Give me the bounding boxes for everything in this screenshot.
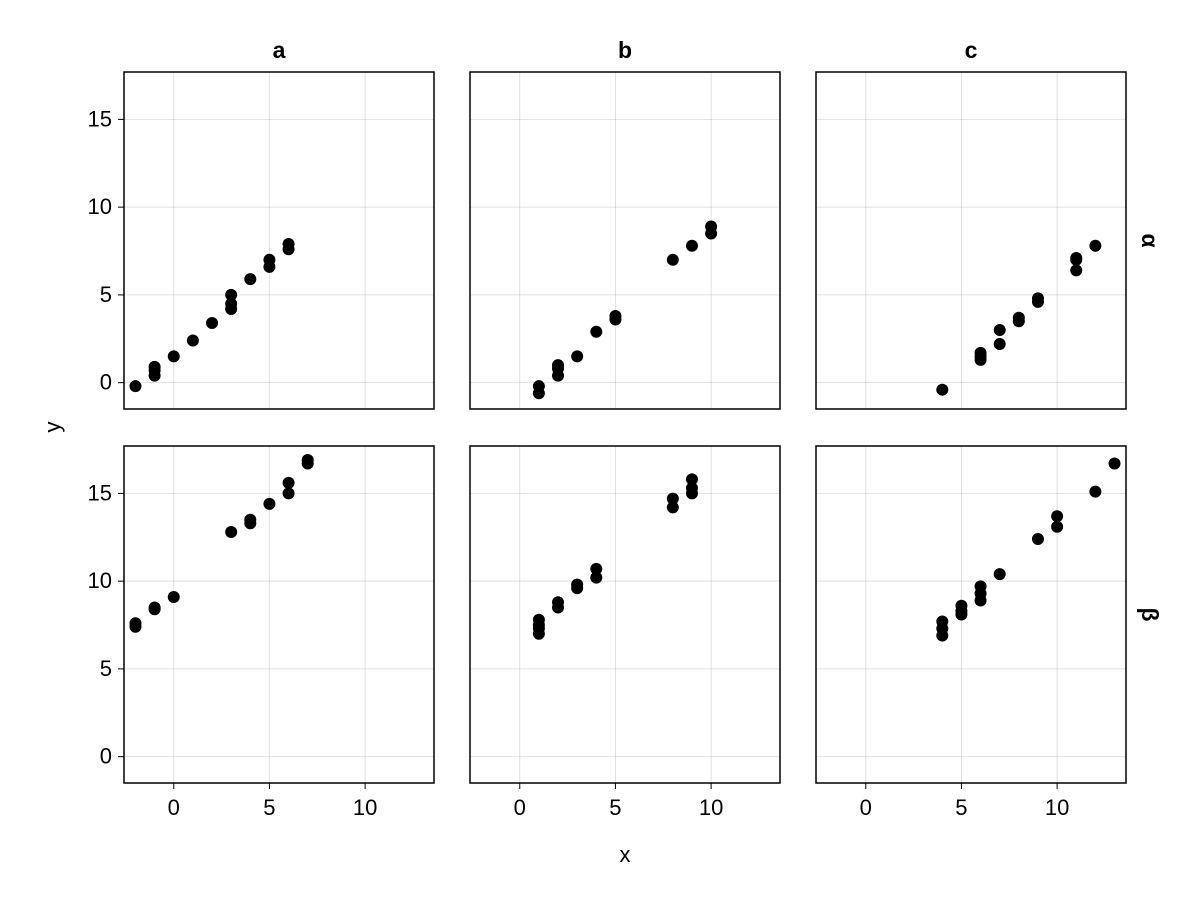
facet-col-label: a [273, 37, 286, 63]
x-tick-label: 0 [168, 795, 180, 820]
data-point [1051, 510, 1064, 523]
x-tick-label: 5 [263, 795, 275, 820]
y-tick-label: 0 [100, 370, 112, 395]
panel-α-a: 0 5 10 15 [88, 71, 435, 410]
data-point [129, 617, 142, 630]
data-point [685, 239, 698, 252]
data-point [666, 253, 679, 266]
data-point [167, 590, 180, 603]
data-point [532, 613, 545, 626]
data-point [936, 383, 949, 396]
data-point [282, 238, 295, 251]
panel-α-c [815, 71, 1127, 410]
data-point [1031, 533, 1044, 546]
x-tick-label: 0 [514, 795, 526, 820]
data-point [666, 492, 679, 505]
data-point [225, 526, 238, 539]
data-point [301, 454, 314, 467]
data-point [974, 580, 987, 593]
x-tick-label: 10 [1045, 795, 1069, 820]
data-point [974, 346, 987, 359]
panel-β-a: 0 5 10 15 0 5 10 [88, 445, 435, 820]
data-point [225, 297, 238, 310]
data-point [148, 601, 161, 614]
panel-β-b: 0 5 10 [469, 445, 781, 820]
y-tick-label: 0 [100, 744, 112, 769]
y-tick-label: 15 [88, 480, 112, 505]
data-point [993, 568, 1006, 581]
data-point [206, 316, 219, 329]
data-point [1031, 292, 1044, 305]
data-point [129, 380, 142, 393]
data-point [282, 487, 295, 500]
y-tick-label: 10 [88, 568, 112, 593]
data-point [571, 350, 584, 363]
data-point [552, 359, 565, 372]
y-tick-label: 5 [100, 656, 112, 681]
x-tick-label: 5 [609, 795, 621, 820]
y-axis-label: y [40, 422, 65, 433]
facet-col-label: b [618, 37, 632, 63]
data-point [590, 571, 603, 584]
panel-frame [469, 445, 781, 784]
facet-row-label: β [1137, 607, 1163, 621]
data-point [685, 473, 698, 486]
y-tick-label: 15 [88, 106, 112, 131]
data-point [532, 380, 545, 393]
data-point [282, 476, 295, 489]
panel-frame [123, 445, 435, 784]
panel-frame [815, 71, 1127, 410]
data-point [244, 513, 257, 526]
data-point [1070, 264, 1083, 277]
data-point [993, 338, 1006, 351]
data-point [1089, 239, 1102, 252]
data-point [263, 497, 276, 510]
facet-col-label: c [965, 37, 978, 63]
x-tick-label: 10 [699, 795, 723, 820]
y-tick-label: 10 [88, 194, 112, 219]
data-point [705, 220, 718, 233]
data-point [571, 578, 584, 591]
facet-row-label: α [1137, 233, 1163, 247]
panel-frame [815, 445, 1127, 784]
y-tick-label: 5 [100, 282, 112, 307]
panel-α-b [469, 71, 781, 410]
x-tick-label: 5 [955, 795, 967, 820]
x-axis-label: x [620, 842, 631, 867]
data-point [1089, 485, 1102, 498]
data-point [148, 360, 161, 373]
data-point [186, 334, 199, 347]
data-point [955, 599, 968, 612]
data-point [1108, 457, 1121, 470]
data-point [167, 350, 180, 363]
data-point [993, 324, 1006, 337]
panels-layer: 0 5 10 15 0 5 10 15 0 5 10 0 5 10 0 5 10 a b c α β [88, 37, 1163, 820]
x-tick-label: 10 [353, 795, 377, 820]
panel-frame [123, 71, 435, 410]
x-tick-label: 0 [860, 795, 872, 820]
data-point [590, 562, 603, 575]
data-point [244, 273, 257, 286]
data-point [609, 309, 622, 322]
data-point [685, 482, 698, 495]
data-point [1070, 252, 1083, 265]
data-point [1051, 520, 1064, 533]
data-point [263, 253, 276, 266]
data-point [590, 325, 603, 338]
panel-frame [469, 71, 781, 410]
data-point [936, 615, 949, 628]
data-point [225, 288, 238, 301]
data-point [666, 501, 679, 514]
panel-β-c: 0 5 10 [815, 445, 1127, 820]
data-point [1012, 311, 1025, 324]
data-point [552, 596, 565, 609]
